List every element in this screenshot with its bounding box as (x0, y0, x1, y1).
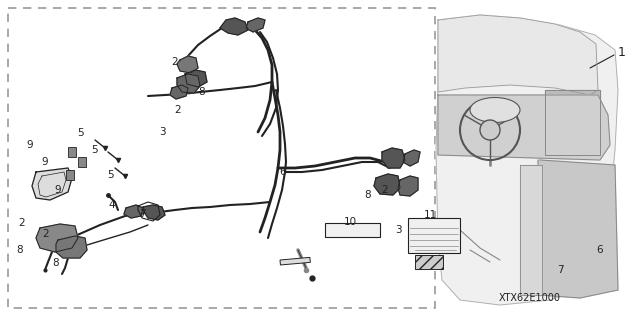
Text: 11: 11 (424, 210, 436, 220)
Polygon shape (382, 148, 405, 168)
Bar (435, 8, 632, 308)
Text: 8: 8 (198, 87, 205, 97)
Circle shape (480, 120, 500, 140)
Text: 4: 4 (109, 200, 115, 210)
Polygon shape (438, 95, 610, 160)
Text: 6: 6 (280, 167, 286, 177)
Polygon shape (170, 85, 188, 99)
Polygon shape (246, 18, 265, 32)
Text: 3: 3 (395, 225, 401, 235)
Polygon shape (185, 70, 207, 87)
Text: 2: 2 (175, 105, 181, 115)
Bar (66, 170, 74, 180)
Text: 8: 8 (365, 190, 371, 200)
Text: 10: 10 (344, 217, 356, 227)
Polygon shape (374, 174, 400, 195)
Text: 2: 2 (19, 218, 26, 228)
Text: 5: 5 (107, 170, 113, 180)
Polygon shape (177, 74, 200, 93)
Text: 5: 5 (77, 128, 83, 138)
Text: 9: 9 (27, 140, 33, 150)
Polygon shape (32, 168, 72, 200)
Polygon shape (143, 205, 165, 220)
Text: 8: 8 (17, 245, 23, 255)
Text: 6: 6 (596, 245, 604, 255)
Bar (280, 257, 310, 265)
Polygon shape (56, 236, 87, 258)
Text: 2: 2 (43, 229, 49, 239)
Bar (325, 223, 380, 237)
Text: 5: 5 (92, 145, 99, 155)
Text: 7: 7 (557, 265, 563, 275)
Text: 1: 1 (618, 46, 626, 58)
Polygon shape (220, 18, 248, 35)
Text: 9: 9 (54, 185, 61, 195)
Text: 9: 9 (42, 157, 48, 167)
Polygon shape (438, 15, 598, 95)
Polygon shape (398, 176, 418, 196)
Text: 7: 7 (139, 209, 145, 219)
Text: 2: 2 (172, 57, 179, 67)
Polygon shape (403, 150, 420, 166)
Text: 8: 8 (52, 258, 60, 268)
Polygon shape (124, 205, 143, 218)
Text: 3: 3 (159, 127, 165, 137)
Bar (415, 255, 443, 269)
Bar (408, 218, 460, 253)
Polygon shape (545, 90, 600, 155)
Ellipse shape (470, 98, 520, 122)
Bar (8, 8, 435, 308)
Bar (78, 157, 86, 167)
Bar (68, 147, 76, 157)
Text: XTX62E1000: XTX62E1000 (499, 293, 561, 303)
Polygon shape (538, 160, 618, 298)
Polygon shape (36, 224, 78, 252)
Polygon shape (520, 165, 542, 295)
Polygon shape (436, 15, 618, 305)
Polygon shape (177, 56, 198, 73)
Text: 2: 2 (381, 185, 388, 195)
